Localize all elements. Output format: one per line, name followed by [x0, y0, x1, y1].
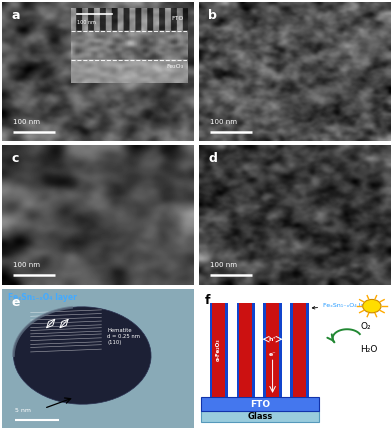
Text: a: a: [11, 9, 20, 22]
Text: 100 nm: 100 nm: [211, 119, 237, 125]
Ellipse shape: [13, 307, 151, 404]
Text: e⁻: e⁻: [269, 352, 276, 357]
Text: h⁺: h⁺: [269, 337, 276, 342]
Bar: [212, 303, 225, 397]
Text: H₂O: H₂O: [360, 345, 378, 354]
Text: FeₓSn₁₋ₓO₄ layer: FeₓSn₁₋ₓO₄ layer: [8, 293, 76, 302]
Text: d: d: [209, 152, 217, 166]
Text: O₂: O₂: [360, 322, 371, 331]
Text: Hematite
d = 0.25 nm
(110): Hematite d = 0.25 nm (110): [107, 328, 140, 345]
Text: FTO: FTO: [250, 400, 270, 408]
Text: Glass: Glass: [247, 412, 273, 421]
Text: f: f: [205, 294, 210, 307]
Bar: [236, 303, 255, 397]
Text: 5 nm: 5 nm: [15, 408, 31, 412]
Bar: [210, 303, 228, 397]
Text: c: c: [11, 152, 19, 166]
Text: FeₓSn₁₋ₓO₄ layer: FeₓSn₁₋ₓO₄ layer: [312, 303, 375, 309]
Circle shape: [363, 299, 381, 313]
Text: α-Fe₂O₃: α-Fe₂O₃: [216, 339, 221, 361]
Text: 100 nm: 100 nm: [211, 262, 237, 268]
Bar: [293, 303, 306, 397]
Bar: [290, 303, 309, 397]
Bar: [263, 303, 281, 397]
Text: e: e: [11, 296, 20, 309]
Bar: [239, 303, 252, 397]
Text: 100 nm: 100 nm: [13, 262, 40, 268]
Bar: [266, 303, 279, 397]
Text: b: b: [209, 9, 217, 22]
Text: 100 nm: 100 nm: [13, 119, 40, 125]
Bar: [201, 397, 319, 411]
Bar: [201, 411, 319, 422]
